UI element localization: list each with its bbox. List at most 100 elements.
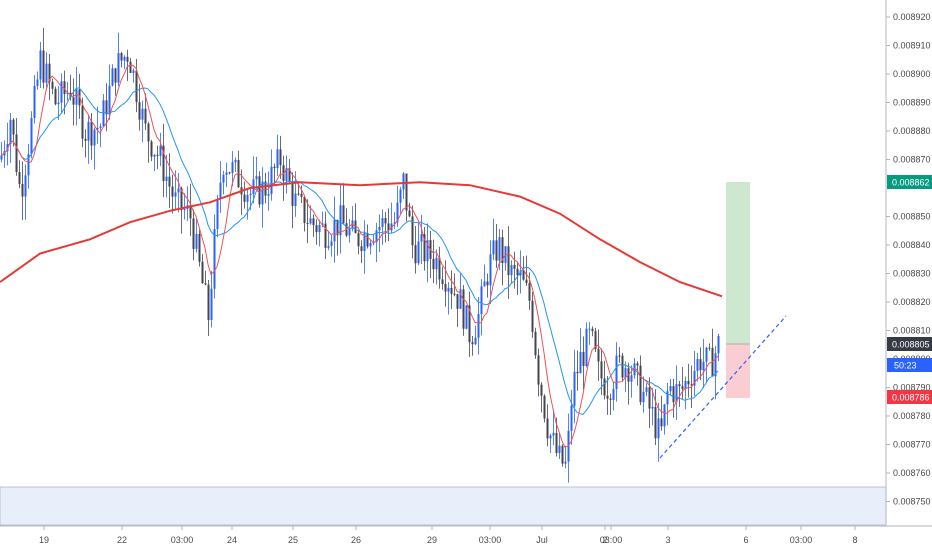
candle-body [33,85,36,118]
candle-body [486,281,489,286]
candle-body [129,61,132,74]
price-tick-label: 0.008810 [893,326,931,336]
candle-body [207,284,210,321]
candle-body [375,230,378,243]
candle-body [87,121,90,141]
candle-body [438,257,441,280]
time-tick-label: 03:00 [790,535,813,545]
candle-body [189,205,192,219]
candle-body [45,63,48,83]
candle-body [660,418,663,427]
candle-body [279,149,282,166]
candle-body [165,176,168,182]
position-reward-box[interactable] [726,182,750,344]
candle-body [210,288,213,321]
candle-body [606,395,609,399]
candle-body [171,186,174,197]
candle-body [612,389,615,400]
candle-body [105,100,108,115]
time-axis[interactable]: 19 22 03:00 24 25 26 29 03:00 Jul 203:00 3 6 03:00 8 [39,526,858,545]
candle-body [369,242,372,247]
candle-body [0,155,3,160]
candle-body [177,188,180,193]
candle-body [447,287,450,292]
candle-body [219,182,222,200]
candle-body [102,100,105,127]
ma20-line [0,64,719,448]
candle-body [222,174,225,183]
candle-body [84,138,87,141]
candle-body [114,68,117,83]
svg-text:0.008786: 0.008786 [892,393,930,403]
time-tick-label: 03:00 [479,535,502,545]
candle-body [48,63,51,82]
candle-body [228,172,231,174]
candle-body [306,222,309,224]
position-risk-box[interactable] [726,344,750,398]
candle-body [255,176,258,180]
price-tick-label: 0.008850 [893,212,931,222]
candle-body [288,168,291,182]
candle-body [651,406,654,409]
candle-body [564,461,567,464]
candle-body [111,68,114,86]
candle-body [60,81,63,103]
candle-body [258,176,261,205]
candle-body [261,181,264,205]
candle-body [147,123,150,142]
candle-body [12,119,15,135]
candle-body [468,305,471,343]
candle-body [381,218,384,227]
candle-body [417,241,420,264]
candle-body [204,283,207,285]
candle-body [264,181,267,196]
candle-body [414,245,417,264]
candle-body [702,361,705,371]
candle-body [372,242,375,244]
price-tick-label: 0.008820 [893,297,931,307]
candle-body [474,337,477,345]
candle-body [315,225,318,233]
current-price-label: 0.008805 [887,337,932,351]
candle-body [216,199,219,230]
candle-body [192,218,195,249]
candle-body [573,371,576,406]
candle-body [537,355,540,385]
time-tick-label: 8 [852,535,857,545]
candle-body [399,189,402,203]
trendline[interactable] [659,315,787,459]
candle-body [153,154,156,157]
candle-body [366,233,369,247]
candle-body [276,149,279,168]
candle-body [396,202,399,223]
candle-body [42,50,45,83]
candle-body [609,398,612,400]
price-tick-label: 0.008780 [893,411,931,421]
candle-body [681,386,684,390]
time-tick-label: 26 [351,535,361,545]
candle-body [639,365,642,403]
candle-body [24,175,27,197]
candle-body [543,395,546,419]
candle-body [678,384,681,387]
candle-body [582,351,585,366]
candle-body [591,328,594,332]
candle-body [342,205,345,224]
candle-body [234,160,237,163]
candle-body [138,102,141,120]
candle-body [123,56,126,61]
candle-body [201,261,204,284]
candle-body [669,386,672,392]
candle-body [507,246,510,276]
candle-body [360,246,363,252]
candle-body [330,241,333,247]
time-tick-label: 29 [427,535,437,545]
candle-body [354,220,357,234]
candle-body [561,445,564,464]
candle-body [534,331,537,356]
candle-body [141,108,144,120]
stop-price-label: 0.008786 [887,390,932,404]
candle-body [291,181,294,206]
